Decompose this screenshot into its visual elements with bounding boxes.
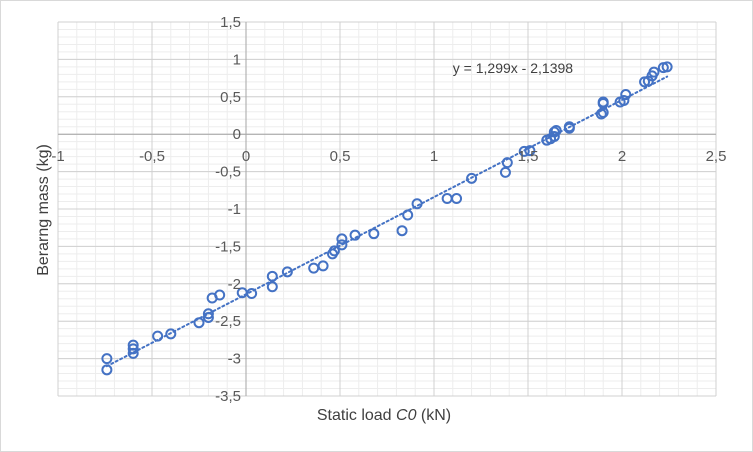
x-tick-label: 0 [242, 148, 250, 165]
y-tick-labels: 1,5 1 0,5 0 -0,5 -1 -1,5 -2 -2,5 -3 -3,5 [215, 14, 241, 405]
y-tick-label: -3 [228, 351, 241, 368]
y-axis-title: Berarng mass (kg) [35, 144, 52, 276]
data-point [548, 130, 560, 142]
data-point [368, 228, 380, 240]
y-tick-label: 1,5 [220, 14, 241, 31]
data-point [518, 145, 530, 157]
data-point [618, 95, 630, 107]
y-tick-label: 1 [233, 51, 241, 68]
trendline-group [105, 75, 669, 368]
y-tick-label: 0 [233, 126, 241, 143]
trendline-equation: y = 1,299x - 2,1398 [453, 60, 573, 76]
x-tick-label: -0,5 [139, 148, 165, 165]
y-tick-label: -3,5 [215, 388, 241, 405]
data-point [550, 124, 562, 136]
data-point [336, 233, 348, 245]
data-point [127, 343, 139, 355]
data-point [661, 61, 673, 73]
y-tick-label: -0,5 [215, 164, 241, 181]
data-point [202, 308, 214, 320]
data-point [595, 108, 607, 120]
data-point [548, 126, 560, 138]
data-point [308, 262, 320, 274]
x-tick-label: 2 [618, 148, 626, 165]
data-point [101, 353, 113, 365]
y-tick-label: -1,5 [215, 238, 241, 255]
data-point [127, 347, 139, 359]
y-tick-label: -1 [228, 201, 241, 218]
data-point [214, 289, 226, 301]
x-axis-title-prefix: Static load [317, 407, 396, 424]
data-point [411, 198, 423, 210]
y-tick-label: 0,5 [220, 89, 241, 106]
data-point [165, 328, 177, 340]
x-tick-label: 1,5 [518, 148, 539, 165]
data-point [402, 209, 414, 221]
data-point [563, 121, 575, 133]
data-point [524, 145, 536, 157]
data-point [349, 229, 361, 241]
trendline [105, 75, 669, 368]
data-point [499, 166, 511, 178]
data-point [597, 96, 609, 108]
x-tick-label: -1 [51, 148, 64, 165]
data-point [281, 266, 293, 278]
y-tick-label: -2 [228, 276, 241, 293]
data-point [266, 270, 278, 282]
data-points [101, 61, 673, 376]
data-point [317, 260, 329, 272]
data-point [246, 288, 258, 300]
x-tick-label: 1 [430, 148, 438, 165]
x-axis-title-variable: C0 [396, 407, 417, 424]
data-point [451, 193, 463, 205]
data-point [266, 281, 278, 293]
data-point [466, 172, 478, 184]
data-point [648, 66, 660, 78]
data-point [328, 245, 340, 257]
x-tick-label: 0,5 [330, 148, 351, 165]
x-tick-label: 2,5 [706, 148, 727, 165]
data-point [501, 157, 513, 169]
data-point [620, 89, 632, 101]
y-tick-label: -2,5 [215, 313, 241, 330]
data-point [396, 225, 408, 237]
data-point [152, 330, 164, 342]
data-point [193, 317, 205, 329]
x-axis-title: Static load C0 (kN) [317, 407, 451, 424]
data-point [336, 239, 348, 251]
x-axis-title-suffix: (kN) [416, 407, 451, 424]
x-tick-labels: -1 -0,5 0 0,5 1 1,5 2 2,5 [51, 148, 726, 165]
data-point [202, 311, 214, 323]
data-point [101, 364, 113, 376]
